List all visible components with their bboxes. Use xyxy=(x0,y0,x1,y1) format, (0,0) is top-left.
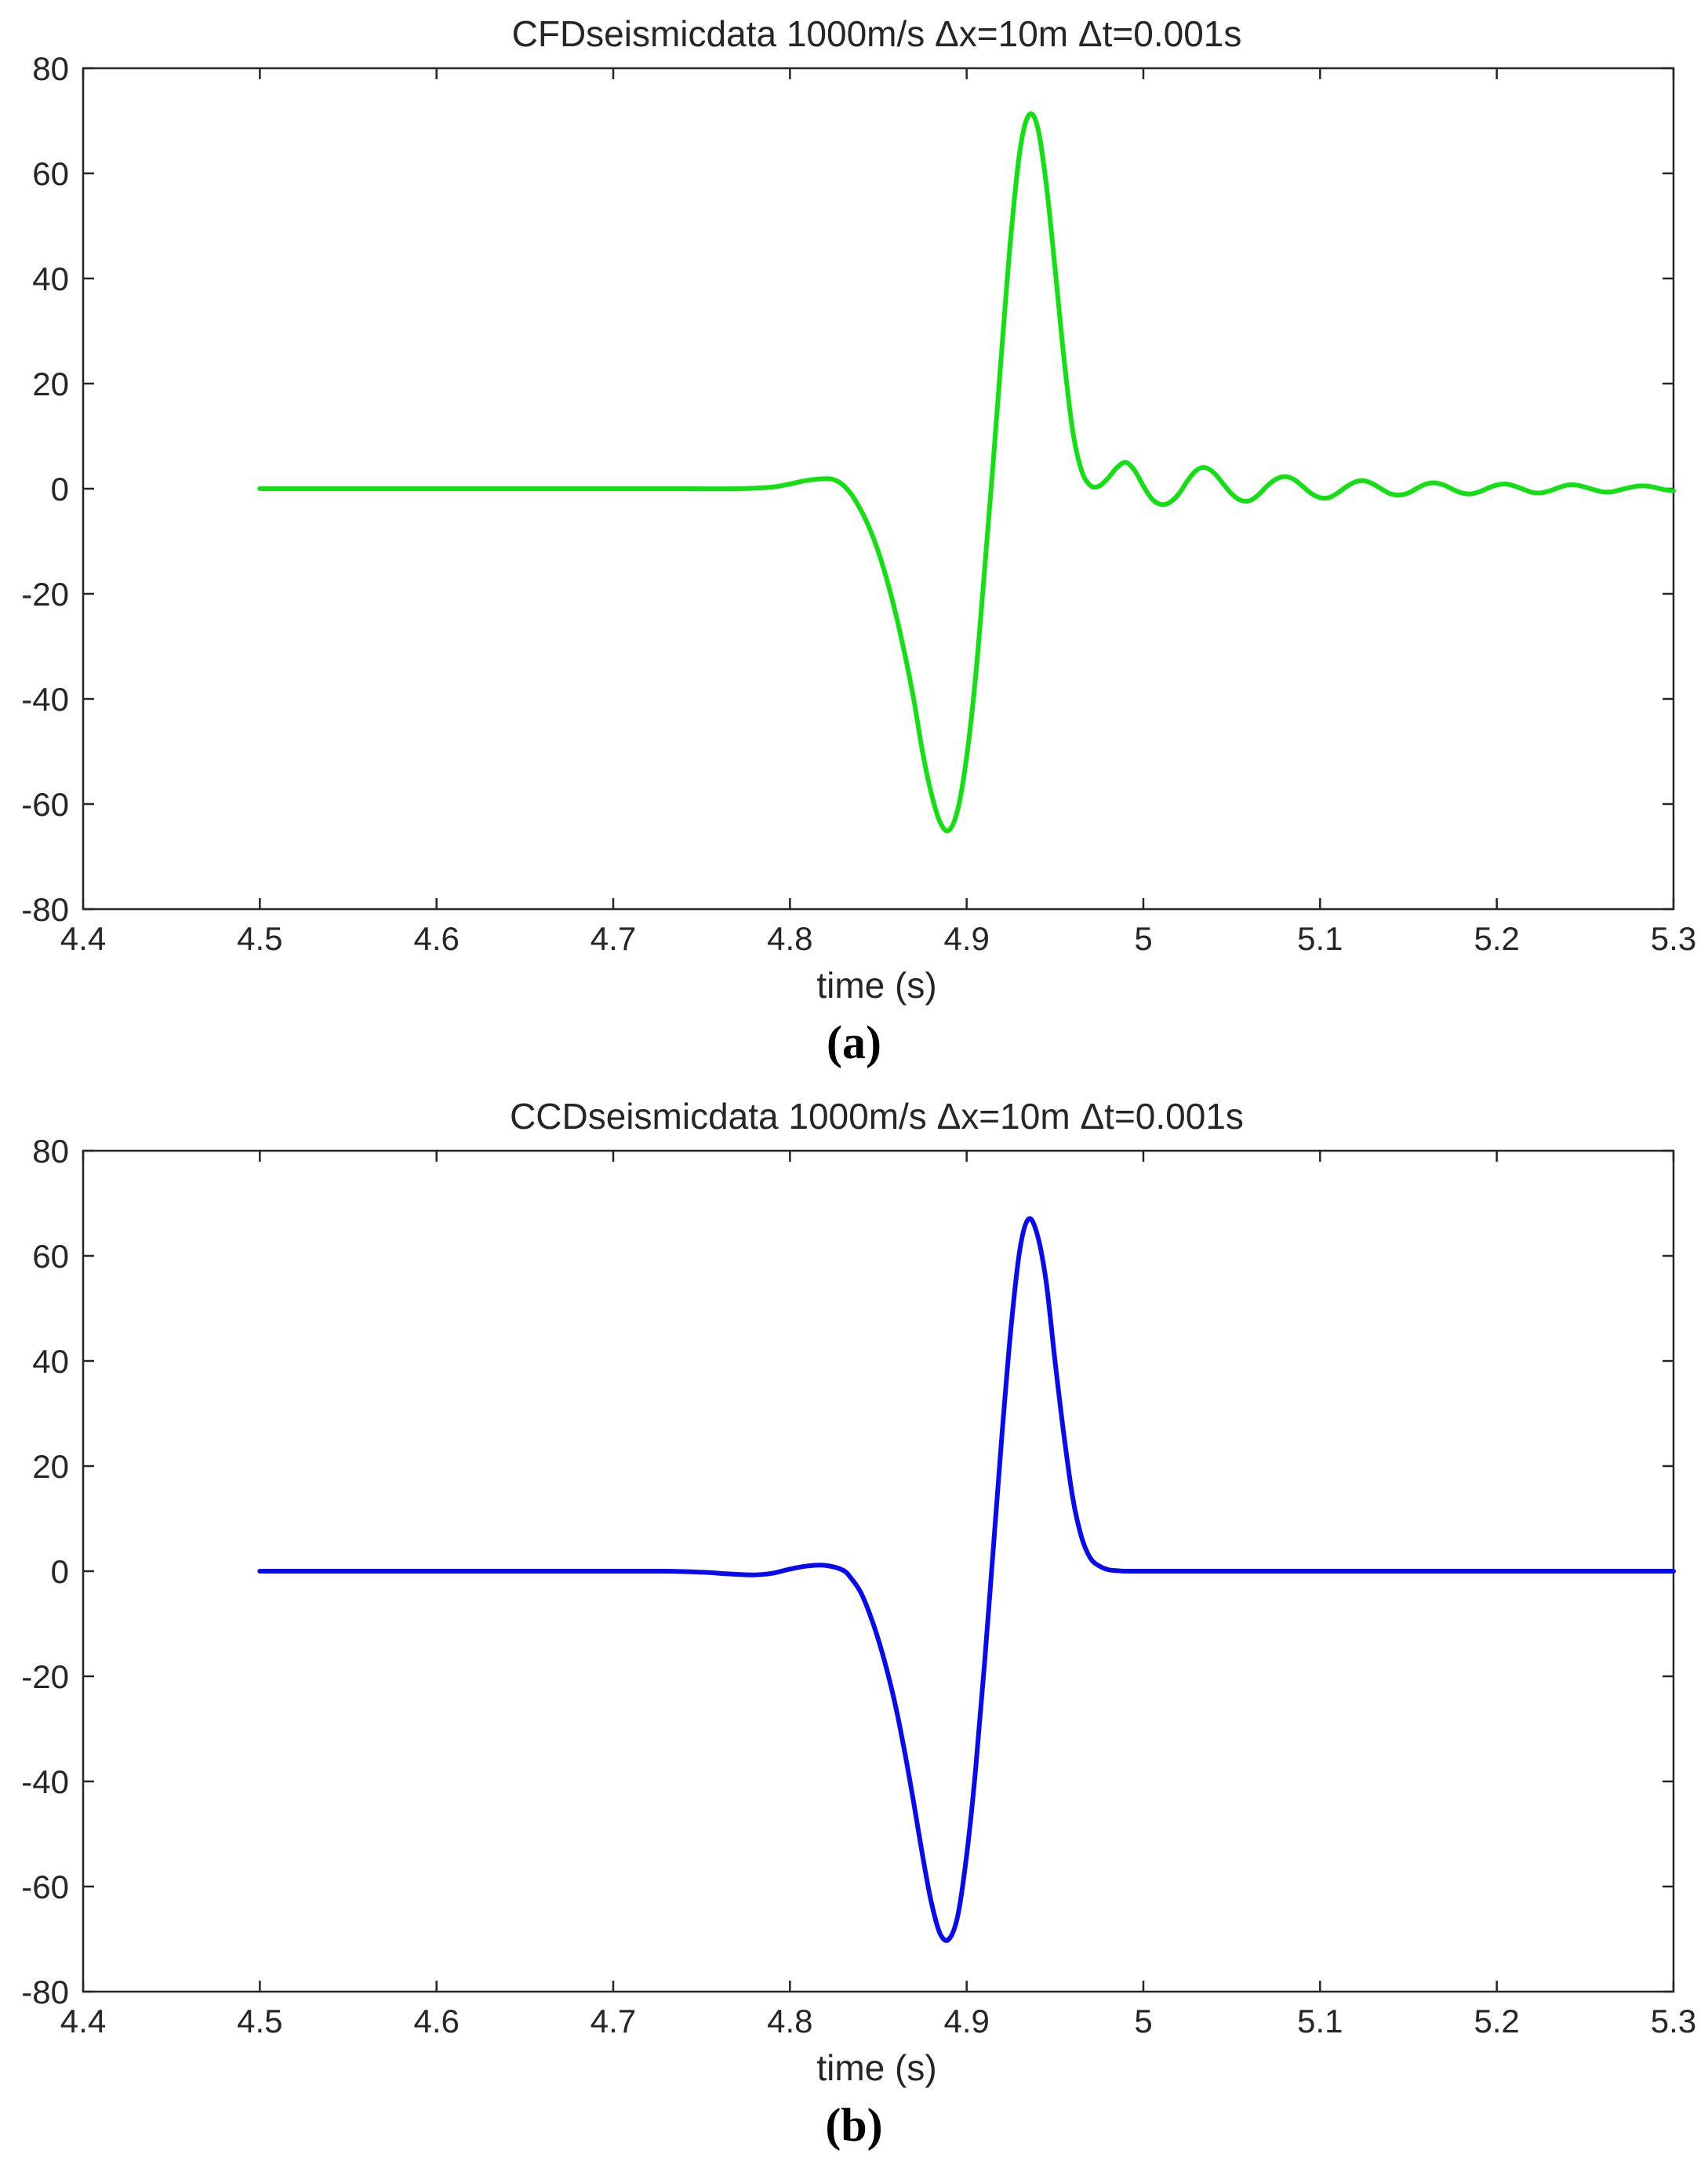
chart-b-panel-label: (b) xyxy=(825,2099,883,2152)
x-tick-label: 5 xyxy=(1134,920,1152,957)
x-tick-label: 4.8 xyxy=(767,2003,812,2039)
y-tick-label: 40 xyxy=(32,260,69,297)
y-tick-label: -20 xyxy=(21,1658,69,1695)
chart-a-plot-area: 4.4 4.5 4.6 4.7 4.8 4.9 5 5.1 5.2 5.3 -80 -60 -40 -20… xyxy=(21,57,1696,957)
x-tick-label: 4.9 xyxy=(943,2003,989,2039)
x-tick-label: 5.3 xyxy=(1651,2003,1696,2039)
y-tick-label: 0 xyxy=(51,471,69,508)
y-tick-label: 20 xyxy=(32,366,69,402)
x-tick-label: 4.9 xyxy=(943,920,989,957)
y-tick-label: 60 xyxy=(32,155,69,192)
x-tick-label: 4.8 xyxy=(767,920,812,957)
y-tick-label: 80 xyxy=(32,1140,69,1170)
y-tick-label: -40 xyxy=(21,1763,69,1800)
y-tick-label: -40 xyxy=(21,681,69,718)
chart-b-title: CCDseismicdata 1000m/s Δx=10m Δt=0.001s xyxy=(510,1096,1244,1137)
y-tick-label: -20 xyxy=(21,576,69,613)
x-tick-label: 4.5 xyxy=(237,920,282,957)
x-tick-label: 5 xyxy=(1134,2003,1152,2039)
chart-b-plot-area: 4.4 4.5 4.6 4.7 4.8 4.9 5 5.1 5.2 5.3 -80 -60 -40 -20… xyxy=(21,1140,1696,2039)
chart-b-x-axis-label: time (s) xyxy=(816,2047,937,2089)
figure-b: CCDseismicdata 1000m/s Δx=10m Δt=0.001s … xyxy=(0,1082,1708,2165)
x-tick-label: 4.6 xyxy=(413,920,459,957)
y-tick-label: 40 xyxy=(32,1343,69,1380)
y-tick-label: 20 xyxy=(32,1448,69,1485)
x-tick-label: 4.5 xyxy=(237,2003,282,2039)
x-tick-label: 5.2 xyxy=(1474,2003,1519,2039)
x-tick-label: 5.3 xyxy=(1651,920,1696,957)
y-tick-label: -60 xyxy=(21,786,69,823)
y-tick-label: 0 xyxy=(51,1553,69,1590)
chart-a-title: CFDseismicdata 1000m/s Δx=10m Δt=0.001s xyxy=(511,13,1242,54)
figure-a: CFDseismicdata 1000m/s Δx=10m Δt=0.001s … xyxy=(0,0,1708,1082)
x-tick-label: 4.4 xyxy=(60,920,106,957)
x-tick-label: 4.4 xyxy=(60,2003,106,2039)
chart-a-panel-label: (a) xyxy=(827,1017,881,1069)
x-tick-label: 5.1 xyxy=(1297,920,1343,957)
chart-a-x-axis-label: time (s) xyxy=(816,965,937,1006)
x-tick-label: 4.7 xyxy=(591,2003,636,2039)
y-tick-label: 80 xyxy=(32,57,69,87)
y-tick-label: -80 xyxy=(21,1974,69,2010)
x-tick-label: 5.2 xyxy=(1474,920,1519,957)
x-tick-label: 4.6 xyxy=(413,2003,459,2039)
series-line-cfd-seismic-trace xyxy=(257,111,1676,834)
x-tick-label: 5.1 xyxy=(1297,2003,1343,2039)
x-tick-label: 4.7 xyxy=(591,920,636,957)
y-tick-label: -80 xyxy=(21,891,69,928)
y-tick-label: -60 xyxy=(21,1868,69,1905)
series-line-ccd-seismic-trace xyxy=(257,1216,1676,1944)
y-tick-label: 60 xyxy=(32,1238,69,1275)
